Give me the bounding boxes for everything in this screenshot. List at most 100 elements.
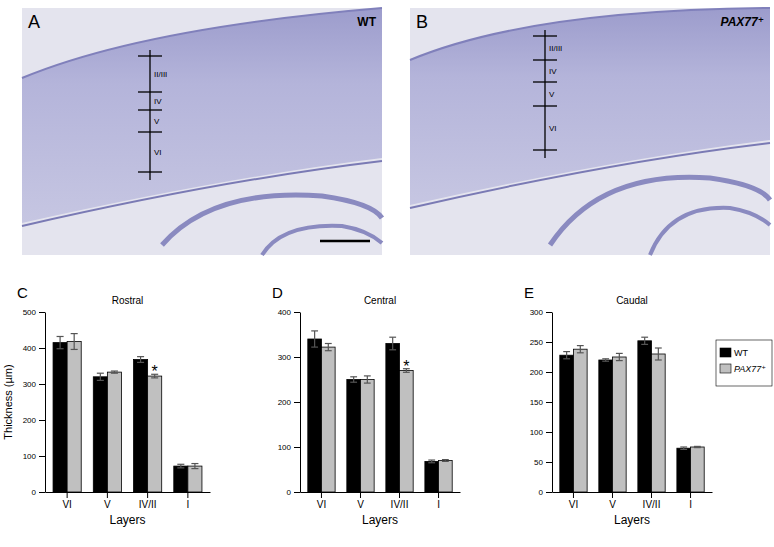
legend-label: PAX77⁺ [734,364,766,374]
layer-boundary [138,55,162,56]
x-tick: VI [317,492,326,510]
bar [691,447,705,492]
error-cap [137,356,144,357]
chart-title: Caudal [616,295,648,306]
y-tick: 200 [23,416,45,425]
x-tick: IV/II [139,492,157,510]
dentate-gyrus [262,226,382,255]
bar [321,347,335,492]
y-tick-mark [546,342,552,343]
layer-boundary [533,149,557,150]
pial-surface [410,8,770,60]
bar [439,461,453,493]
bar [360,380,374,493]
bar [400,371,414,493]
error-cap [680,449,687,450]
x-tick-label: VI [569,499,578,510]
error-cap [577,352,584,353]
x-axis: VIVIV/III [301,492,461,510]
error-line [644,337,645,344]
error-line [314,331,315,347]
y-tick-mark [39,420,45,421]
y-tick: 200 [530,368,552,377]
layer-boundary [138,171,162,172]
error-cap [428,462,435,463]
chart-panel: 0100200300400500VIVIV/IIICRostralLayersT… [2,284,211,527]
y-axis: 0100200300400 [278,308,301,497]
error-cap [137,362,144,363]
y-axis-line [45,313,46,493]
error-cap [364,383,371,384]
x-tick: VI [62,492,71,510]
y-tick-mark [546,372,552,373]
y-tick: 400 [278,308,300,317]
error-cap [442,459,449,460]
x-tick: I [437,492,440,510]
error-bar [57,336,64,348]
error-bar [311,331,318,347]
x-tick-label: IV/II [643,499,661,510]
micrograph: AWTII/IIIIVVVI [22,8,382,255]
y-tick-label: 100 [278,443,292,452]
bar [386,344,400,493]
x-tick-label: IV/II [139,499,157,510]
annotation: * [403,358,409,375]
x-tick: V [104,492,111,510]
error-line [59,336,60,348]
y-tick: 0 [539,488,552,497]
y-tick: 500 [23,308,45,317]
error-cap [389,349,396,350]
y-tick-label: 200 [530,368,544,377]
error-bar [325,344,332,351]
y-tick-label: 0 [287,488,292,497]
layer-boundary [138,109,162,110]
error-bar [680,447,687,449]
error-bar [442,460,449,462]
x-axis-line [553,492,713,493]
y-tick: 400 [23,344,45,353]
error-cap [616,360,623,361]
x-axis-line [46,492,211,493]
y-tick-mark [294,447,300,448]
y-tick: 200 [278,398,300,407]
error-line [140,357,141,363]
layer-label: VI [154,148,162,157]
error-line [328,344,329,351]
error-cap [563,351,570,352]
layer-label: V [154,117,160,126]
error-cap [364,375,371,376]
layer-boundary [138,91,162,92]
layer-boundary [533,105,557,106]
micrograph: BPAX77⁺II/IIIIVVVI [410,8,770,255]
error-cap [350,382,357,383]
y-tick: 100 [530,428,552,437]
y-tick-label: 100 [530,428,544,437]
error-line [392,337,393,350]
x-tick-mark [612,492,613,498]
genotype-label: PAX77⁺ [721,15,764,29]
error-cap [57,336,64,337]
x-tick-mark [107,492,108,498]
bar [107,372,121,492]
error-bar [71,334,78,350]
x-tick-mark [187,492,188,498]
bar [677,448,691,492]
y-axis: 050100150200250300 [530,308,553,497]
bar [573,349,587,492]
plot-area [308,331,452,492]
y-axis-title: Thickness (µm) [2,364,14,439]
bar [93,377,107,492]
y-tick-label: 0 [539,488,544,497]
error-cap [680,446,687,447]
y-tick-label: 200 [23,416,37,425]
plot-area [53,334,202,492]
x-axis-line [301,492,461,493]
layer-label: V [549,90,555,99]
error-cap [325,350,332,351]
y-tick: 0 [287,488,300,497]
x-tick-label: I [437,499,440,510]
error-cap [57,348,64,349]
y-tick-label: 300 [23,380,37,389]
error-line [658,348,659,360]
x-tick-label: V [357,499,364,510]
